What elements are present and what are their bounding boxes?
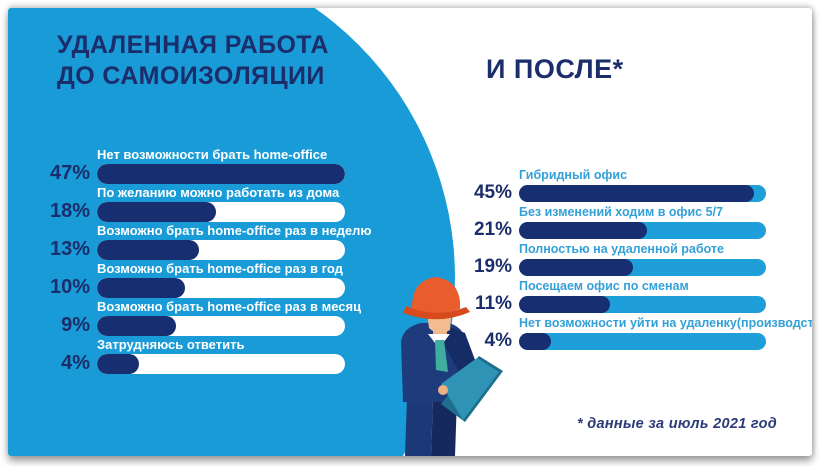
- percent-value-label: 45%: [473, 182, 512, 203]
- title-before-line2: ДО САМОИЗОЛЯЦИИ: [57, 62, 325, 90]
- chart-row: Нет возможности брать home-office 47%: [50, 147, 372, 185]
- bar-track: [97, 239, 345, 260]
- bar-fill: [97, 201, 217, 222]
- bar-fill: [97, 353, 140, 374]
- tablet: [441, 358, 499, 420]
- bar-track: [97, 277, 345, 298]
- bar-track: [519, 221, 766, 239]
- worker-hardhat: [412, 277, 460, 313]
- chart-row: Полностью на удаленной работе 19%: [470, 242, 812, 278]
- percent-value-label: 21%: [473, 219, 512, 240]
- worker-hardhat-brim: [403, 306, 470, 320]
- bar-track: [519, 258, 766, 276]
- chart-row: Без изменений ходим в офис 5/7 21%: [470, 205, 812, 241]
- percent-value-label: 13%: [50, 238, 91, 260]
- footnote-data-date: * данные за июль 2021 год: [576, 416, 777, 432]
- worker-leg: [405, 398, 433, 456]
- percent-value-label: 19%: [473, 256, 512, 277]
- bar-track: [519, 184, 766, 202]
- percent-value-label: 47%: [50, 162, 91, 184]
- chart-row: Гибридный офис 45%: [470, 168, 812, 204]
- chart-category-label: По желанию можно работать из дома: [97, 185, 340, 200]
- bar-fill: [97, 239, 199, 260]
- bar-fill: [519, 295, 611, 313]
- bar-fill: [519, 332, 552, 350]
- bar-fill: [97, 315, 177, 336]
- chart-before-isolation: Нет возможности брать home-office 47% По ж…: [50, 147, 372, 375]
- bar-track: [519, 332, 766, 350]
- blue-circle-background: [8, 8, 455, 456]
- percent-value-label: 9%: [61, 314, 90, 336]
- title-before-line1: УДАЛЕННАЯ РАБОТА: [57, 31, 329, 59]
- percent-value-label: 4%: [61, 352, 90, 374]
- worker-leg: [431, 398, 457, 456]
- chart-category-label: Посещаем офис по сменам: [519, 279, 689, 293]
- bar-fill: [97, 163, 345, 184]
- chart-row: Затрудняюсь ответить 4%: [50, 337, 372, 375]
- worker-hardhat-ridge: [429, 278, 443, 286]
- chart-category-label: Возможно брать home-office раз в год: [97, 261, 343, 276]
- chart-row: Посещаем офис по сменам 11%: [470, 279, 812, 315]
- chart-after-isolation: Гибридный офис 45% Без изменений ходим в о…: [470, 168, 812, 353]
- worker-hand: [438, 385, 448, 395]
- chart-category-label: Нет возможности брать home-office: [97, 147, 328, 162]
- bar-track: [97, 201, 345, 222]
- bar-fill: [97, 277, 186, 298]
- bar-track: [97, 315, 345, 336]
- worker-illustration: [401, 277, 503, 456]
- chart-category-label: Затрудняюсь ответить: [97, 337, 245, 352]
- percent-value-label: 10%: [50, 276, 91, 298]
- chart-row: Возможно брать home-office раз в год 10%: [50, 261, 372, 299]
- chart-category-label: Полностью на удаленной работе: [519, 242, 725, 256]
- percent-value-label: 4%: [484, 330, 512, 351]
- percent-value-label: 18%: [50, 200, 91, 222]
- bar-fill: [519, 221, 648, 239]
- chart-category-label: Нет возможности уйти на удаленку(произво…: [519, 316, 812, 330]
- chart-category-label: Без изменений ходим в офис 5/7: [519, 205, 723, 219]
- bar-fill: [519, 184, 754, 202]
- percent-value-label: 11%: [475, 293, 512, 314]
- chart-category-label: Возможно брать home-office раз в месяц: [97, 299, 362, 314]
- chart-row: Возможно брать home-office раз в месяц 9%: [50, 299, 372, 337]
- title-before: УДАЛЕННАЯ РАБОТА ДО САМОИЗОЛЯЦИИ: [57, 30, 329, 92]
- worker-arm: [443, 326, 478, 376]
- bar-track: [97, 163, 345, 184]
- chart-category-label: Гибридный офис: [519, 168, 628, 182]
- bar-fill: [519, 258, 633, 276]
- chart-row: Возможно брать home-office раз в неделю 1…: [50, 223, 372, 261]
- bar-track: [519, 295, 766, 313]
- chart-row: Нет возможности уйти на удаленку(произво…: [470, 316, 812, 352]
- worker-tie: [435, 340, 448, 372]
- bar-track: [97, 353, 345, 374]
- chart-row: По желанию можно работать из дома 18%: [50, 185, 372, 223]
- chart-category-label: Возможно брать home-office раз в неделю: [97, 223, 372, 238]
- title-after: И ПОСЛЕ*: [486, 54, 624, 84]
- infographic-card: УДАЛЕННАЯ РАБОТА ДО САМОИЗОЛЯЦИИ И ПОСЛЕ…: [8, 8, 812, 456]
